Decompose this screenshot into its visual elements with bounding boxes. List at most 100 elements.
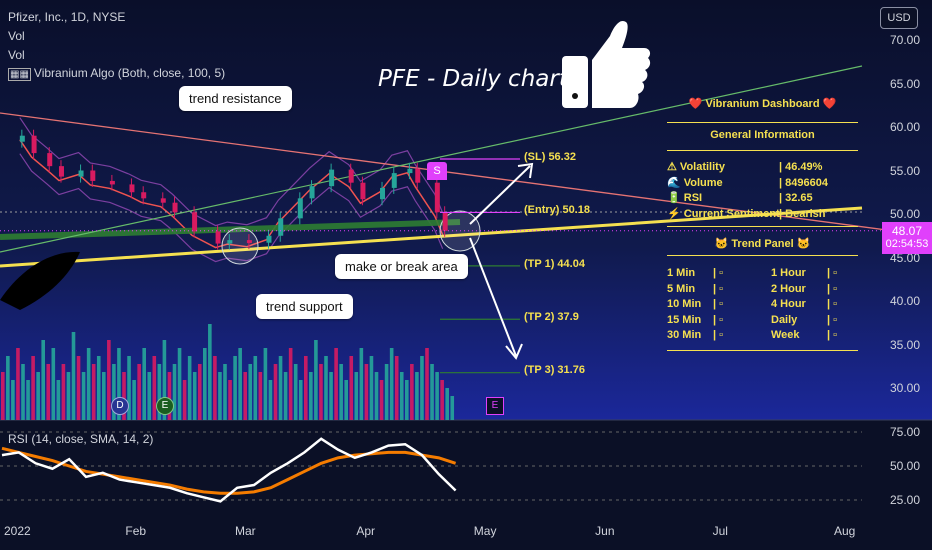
candle bbox=[407, 168, 413, 174]
volume-bar bbox=[319, 364, 323, 420]
volume-bar bbox=[329, 372, 333, 420]
vol-label-2: Vol bbox=[8, 48, 25, 62]
dividend-marker[interactable]: D bbox=[111, 397, 129, 415]
volume-bar bbox=[364, 364, 369, 420]
earnings-marker[interactable]: E bbox=[156, 397, 174, 415]
volume-bar bbox=[263, 348, 268, 420]
down-arrow bbox=[469, 237, 517, 357]
vol-label-1: Vol bbox=[8, 29, 25, 43]
dashboard-row: ⚠ Volatility | 46.49% bbox=[667, 160, 858, 173]
candle bbox=[160, 198, 166, 203]
indicator-icon: ▦▦ bbox=[8, 68, 31, 81]
price-tick: 35.00 bbox=[889, 337, 920, 352]
volume-bar bbox=[117, 348, 121, 420]
volume-bar bbox=[273, 364, 278, 420]
price-tick: 55.00 bbox=[889, 163, 920, 178]
volume-bar bbox=[16, 348, 20, 420]
candle bbox=[278, 218, 284, 236]
vibranium-bands bbox=[0, 117, 461, 263]
signal-s-marker[interactable]: S bbox=[427, 162, 447, 180]
trend-timeframe: 15 Min bbox=[667, 313, 702, 326]
volume-bar bbox=[147, 372, 152, 420]
currency-button[interactable]: USD bbox=[880, 7, 918, 29]
trend-support-callout: trend support bbox=[256, 294, 353, 319]
trend-status-icon: | ▫ bbox=[713, 282, 724, 295]
volume-bar bbox=[369, 356, 374, 420]
symbol-line: Pfizer, Inc., 1D, NYSE bbox=[8, 10, 126, 24]
volume-bar bbox=[167, 372, 172, 420]
dashboard-divider-4 bbox=[667, 255, 858, 256]
time-tick: Mar bbox=[234, 524, 256, 538]
volume-bar bbox=[410, 364, 414, 420]
volume-bar bbox=[233, 356, 237, 420]
volume-bar bbox=[162, 340, 167, 420]
volume-bar bbox=[86, 348, 91, 420]
trend-row: 5 Min | ▫ 2 Hour | ▫ bbox=[667, 283, 858, 295]
volume-bar bbox=[107, 340, 111, 420]
volume-bar bbox=[41, 340, 45, 420]
volume-bar bbox=[11, 380, 15, 420]
dashboard-divider-5 bbox=[667, 350, 858, 351]
volume-bar bbox=[172, 364, 177, 420]
price-tick: 45.00 bbox=[889, 250, 920, 265]
candle bbox=[434, 182, 440, 213]
volume-bar bbox=[208, 324, 212, 420]
earnings-upcoming-marker[interactable]: E bbox=[486, 397, 504, 415]
thumbs-up-icon bbox=[560, 16, 652, 112]
volume-bar bbox=[96, 356, 101, 420]
trend-row: 1 Min | ▫ 1 Hour | ▫ bbox=[667, 267, 858, 279]
candle bbox=[297, 198, 303, 219]
dashboard-key: ⚠ Volatility bbox=[667, 161, 725, 173]
volume-bar bbox=[71, 332, 76, 420]
volume-bar bbox=[21, 364, 25, 420]
candle bbox=[415, 168, 421, 183]
volume-bar bbox=[359, 348, 364, 420]
support-circle bbox=[221, 227, 259, 265]
rsi-panel bbox=[1, 437, 457, 503]
trend-status-icon: | ▫ bbox=[827, 329, 838, 341]
dashboard-value: | 46.49% bbox=[779, 161, 823, 173]
candle bbox=[90, 170, 96, 181]
rsi-line bbox=[1, 437, 457, 503]
dashboard-key: 🔋 RSI bbox=[667, 192, 703, 204]
trend-timeframe: 4 Hour bbox=[771, 298, 806, 310]
trend-status-icon: | ▫ bbox=[713, 298, 724, 310]
volume-bar bbox=[76, 356, 81, 420]
volume-bar bbox=[354, 372, 359, 420]
trend-status-icon: | ▫ bbox=[713, 329, 724, 341]
volume-bar bbox=[61, 364, 66, 420]
volume-bar bbox=[6, 356, 10, 420]
rocket-icon bbox=[0, 251, 80, 310]
volume-bar bbox=[430, 364, 434, 420]
volume-bar bbox=[31, 356, 35, 420]
candle bbox=[19, 135, 25, 142]
level-tp2: (TP 2) 37.9 bbox=[524, 311, 579, 323]
trend-timeframe: Week bbox=[771, 329, 800, 341]
volume-bar bbox=[450, 396, 455, 420]
volume-bar bbox=[137, 364, 141, 420]
volume-bar bbox=[283, 372, 288, 420]
decorations bbox=[0, 251, 80, 310]
volume-bar bbox=[26, 380, 30, 420]
candle bbox=[309, 186, 315, 199]
trend-status-icon: | ▫ bbox=[827, 267, 838, 279]
candle bbox=[348, 169, 354, 183]
dashboard-row: 🌊 Volume | 8496604 bbox=[667, 176, 858, 189]
volume-bar bbox=[339, 364, 343, 420]
volume-bar bbox=[293, 364, 298, 420]
level-tp3: (TP 3) 31.76 bbox=[524, 364, 585, 376]
volume-bar bbox=[278, 356, 283, 420]
dashboard-value: | 8496604 bbox=[779, 176, 828, 189]
trend-row: 30 Min | ▫ Week | ▫ bbox=[667, 329, 858, 341]
volume-bar bbox=[66, 372, 71, 420]
rising-channel-line bbox=[0, 65, 863, 253]
trend-status-icon: | ▫ bbox=[713, 313, 724, 326]
volume-bar bbox=[415, 372, 419, 420]
trend-status-icon: | ▫ bbox=[713, 267, 724, 279]
volume-bar bbox=[425, 348, 429, 420]
volume-bar bbox=[81, 372, 86, 420]
volume-bar bbox=[56, 380, 61, 420]
volume-bar bbox=[112, 364, 116, 420]
